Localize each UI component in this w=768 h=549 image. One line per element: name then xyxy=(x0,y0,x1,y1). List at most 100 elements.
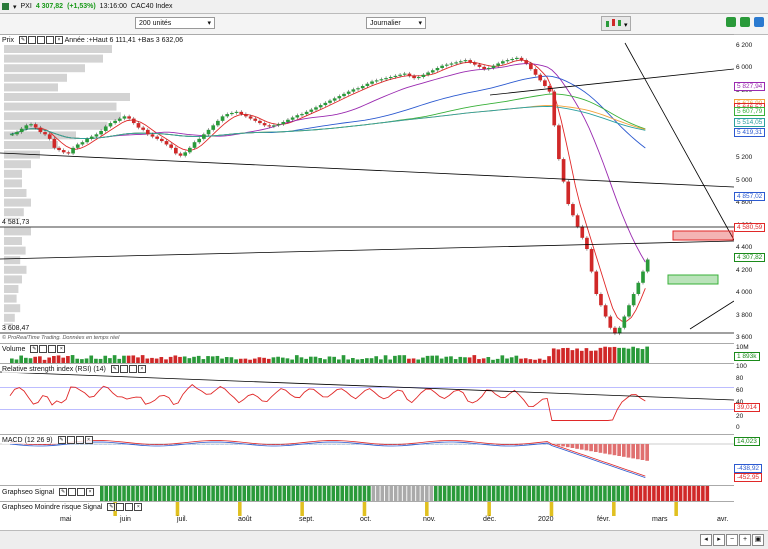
volume-bar xyxy=(566,348,570,363)
macd-histogram-bar xyxy=(197,444,201,445)
wrench-icon[interactable]: ✎ xyxy=(19,36,27,44)
time-axis[interactable]: mai juin juil. août sept. oct. nov. déc.… xyxy=(0,516,768,530)
symbol[interactable]: PXI xyxy=(21,3,32,10)
window-icon[interactable] xyxy=(116,503,124,511)
candle xyxy=(543,80,547,86)
risk-bar xyxy=(514,502,518,516)
window-icon[interactable] xyxy=(28,36,36,44)
rsi-axis: 100 80 60 40 39,014 20 0 xyxy=(734,363,768,433)
macd-histogram-bar xyxy=(636,444,640,459)
month-label: sept. xyxy=(299,516,314,523)
volume-bar xyxy=(131,355,135,363)
zoom-out-button[interactable]: − xyxy=(726,534,738,546)
copy-icon[interactable] xyxy=(76,436,84,444)
copy-icon[interactable] xyxy=(37,36,45,44)
risk-bar xyxy=(202,502,206,516)
wrench-icon[interactable]: ✎ xyxy=(59,488,67,496)
period-select[interactable]: Journalier ▾ xyxy=(366,17,426,29)
wrench-icon[interactable]: ✎ xyxy=(30,345,38,353)
candle xyxy=(426,72,430,74)
copy-icon[interactable] xyxy=(125,503,133,511)
copy-icon[interactable] xyxy=(48,345,56,353)
signal-bar xyxy=(358,486,362,501)
price-tick: 5 000 xyxy=(736,177,752,184)
rsi-panel[interactable]: Relative strength index (RSI) (14) ✎ × xyxy=(0,363,734,434)
candle xyxy=(249,116,253,118)
macd-histogram-bar xyxy=(80,444,84,445)
volume-bar xyxy=(561,348,565,363)
signal-bar xyxy=(367,486,371,501)
candle xyxy=(48,134,52,138)
candle xyxy=(109,123,113,126)
volume-bar xyxy=(122,356,126,363)
risk-bar xyxy=(167,502,171,516)
volume-bar xyxy=(435,356,439,363)
signal-bar xyxy=(581,486,585,501)
scroll-right-button[interactable]: ▸ xyxy=(713,534,725,546)
wrench-icon[interactable]: ✎ xyxy=(58,436,66,444)
signal-bar xyxy=(336,486,340,501)
signal-bar xyxy=(389,486,393,501)
signal-bar xyxy=(296,486,300,501)
volume-panel[interactable]: Volume ✎ × xyxy=(0,343,734,363)
settings-button[interactable] xyxy=(726,17,736,27)
zoom-in-button[interactable]: + xyxy=(739,534,751,546)
scroll-left-button[interactable]: ◂ xyxy=(700,534,712,546)
candle xyxy=(169,144,173,147)
layout-button[interactable] xyxy=(740,17,750,27)
risk-bar xyxy=(545,502,549,516)
risk-bar xyxy=(541,502,545,516)
close-icon[interactable]: × xyxy=(86,488,94,496)
minimize-icon[interactable] xyxy=(46,36,54,44)
candle xyxy=(141,128,145,130)
share-button[interactable] xyxy=(754,17,764,27)
panel-tool-icons[interactable]: ✎ × xyxy=(18,36,63,44)
close-icon[interactable]: × xyxy=(134,503,142,511)
price-axis[interactable]: 6 2006 0005 8005 6005 4005 2005 0004 800… xyxy=(734,34,768,342)
window-icon[interactable] xyxy=(120,365,128,373)
macd-histogram-bar xyxy=(449,444,453,445)
units-select[interactable]: 200 unités ▾ xyxy=(135,17,215,29)
signal-bar xyxy=(447,486,451,501)
price-chart[interactable] xyxy=(0,35,734,343)
graphseo-signal-panel[interactable]: Graphseo Signal ✎ × xyxy=(0,485,734,501)
candle xyxy=(230,113,234,114)
close-icon[interactable]: × xyxy=(57,345,65,353)
close-icon[interactable]: × xyxy=(138,365,146,373)
volume-profile-bar xyxy=(4,55,103,63)
candle xyxy=(641,272,645,283)
window-icon[interactable] xyxy=(39,345,47,353)
volume-bar xyxy=(571,350,575,363)
close-icon[interactable]: × xyxy=(85,436,93,444)
risk-bar xyxy=(612,502,616,516)
window-icon[interactable] xyxy=(67,436,75,444)
copy-icon[interactable] xyxy=(129,365,137,373)
candle xyxy=(67,152,71,153)
rsi-tag: 39,014 xyxy=(734,403,760,412)
price-panel[interactable]: Prix ✎ × Année :+Haut 6 111,41 +Bas 3 632… xyxy=(0,34,734,343)
dropdown-arrow-icon[interactable]: ▾ xyxy=(13,3,17,11)
close-icon[interactable]: × xyxy=(55,36,63,44)
candle xyxy=(594,272,598,294)
macd-panel[interactable]: MACD (12 26 9) ✎ × xyxy=(0,434,734,485)
graphseo-risk-panel[interactable]: Graphseo Moindre risque Signal ✎ × xyxy=(0,501,734,516)
wrench-icon[interactable]: ✎ xyxy=(111,365,119,373)
risk-bar xyxy=(594,502,598,516)
signal-bar xyxy=(283,486,287,501)
instrument-name: CAC40 Index xyxy=(131,3,173,10)
copy-icon[interactable] xyxy=(77,488,85,496)
risk-bar xyxy=(367,502,371,516)
wrench-icon[interactable]: ✎ xyxy=(107,503,115,511)
volume-bar xyxy=(622,348,626,363)
signal-bar xyxy=(590,486,594,501)
fit-button[interactable]: ▣ xyxy=(752,534,764,546)
chart-type-button[interactable]: ▾ xyxy=(601,16,631,31)
risk-bar xyxy=(616,502,620,516)
signal-bar xyxy=(510,486,514,501)
volume-bar xyxy=(472,355,476,363)
candle xyxy=(529,63,533,69)
volume-bar xyxy=(580,351,584,363)
signal-bar xyxy=(194,486,198,501)
volume-profile-bar xyxy=(4,189,27,197)
window-icon[interactable] xyxy=(68,488,76,496)
